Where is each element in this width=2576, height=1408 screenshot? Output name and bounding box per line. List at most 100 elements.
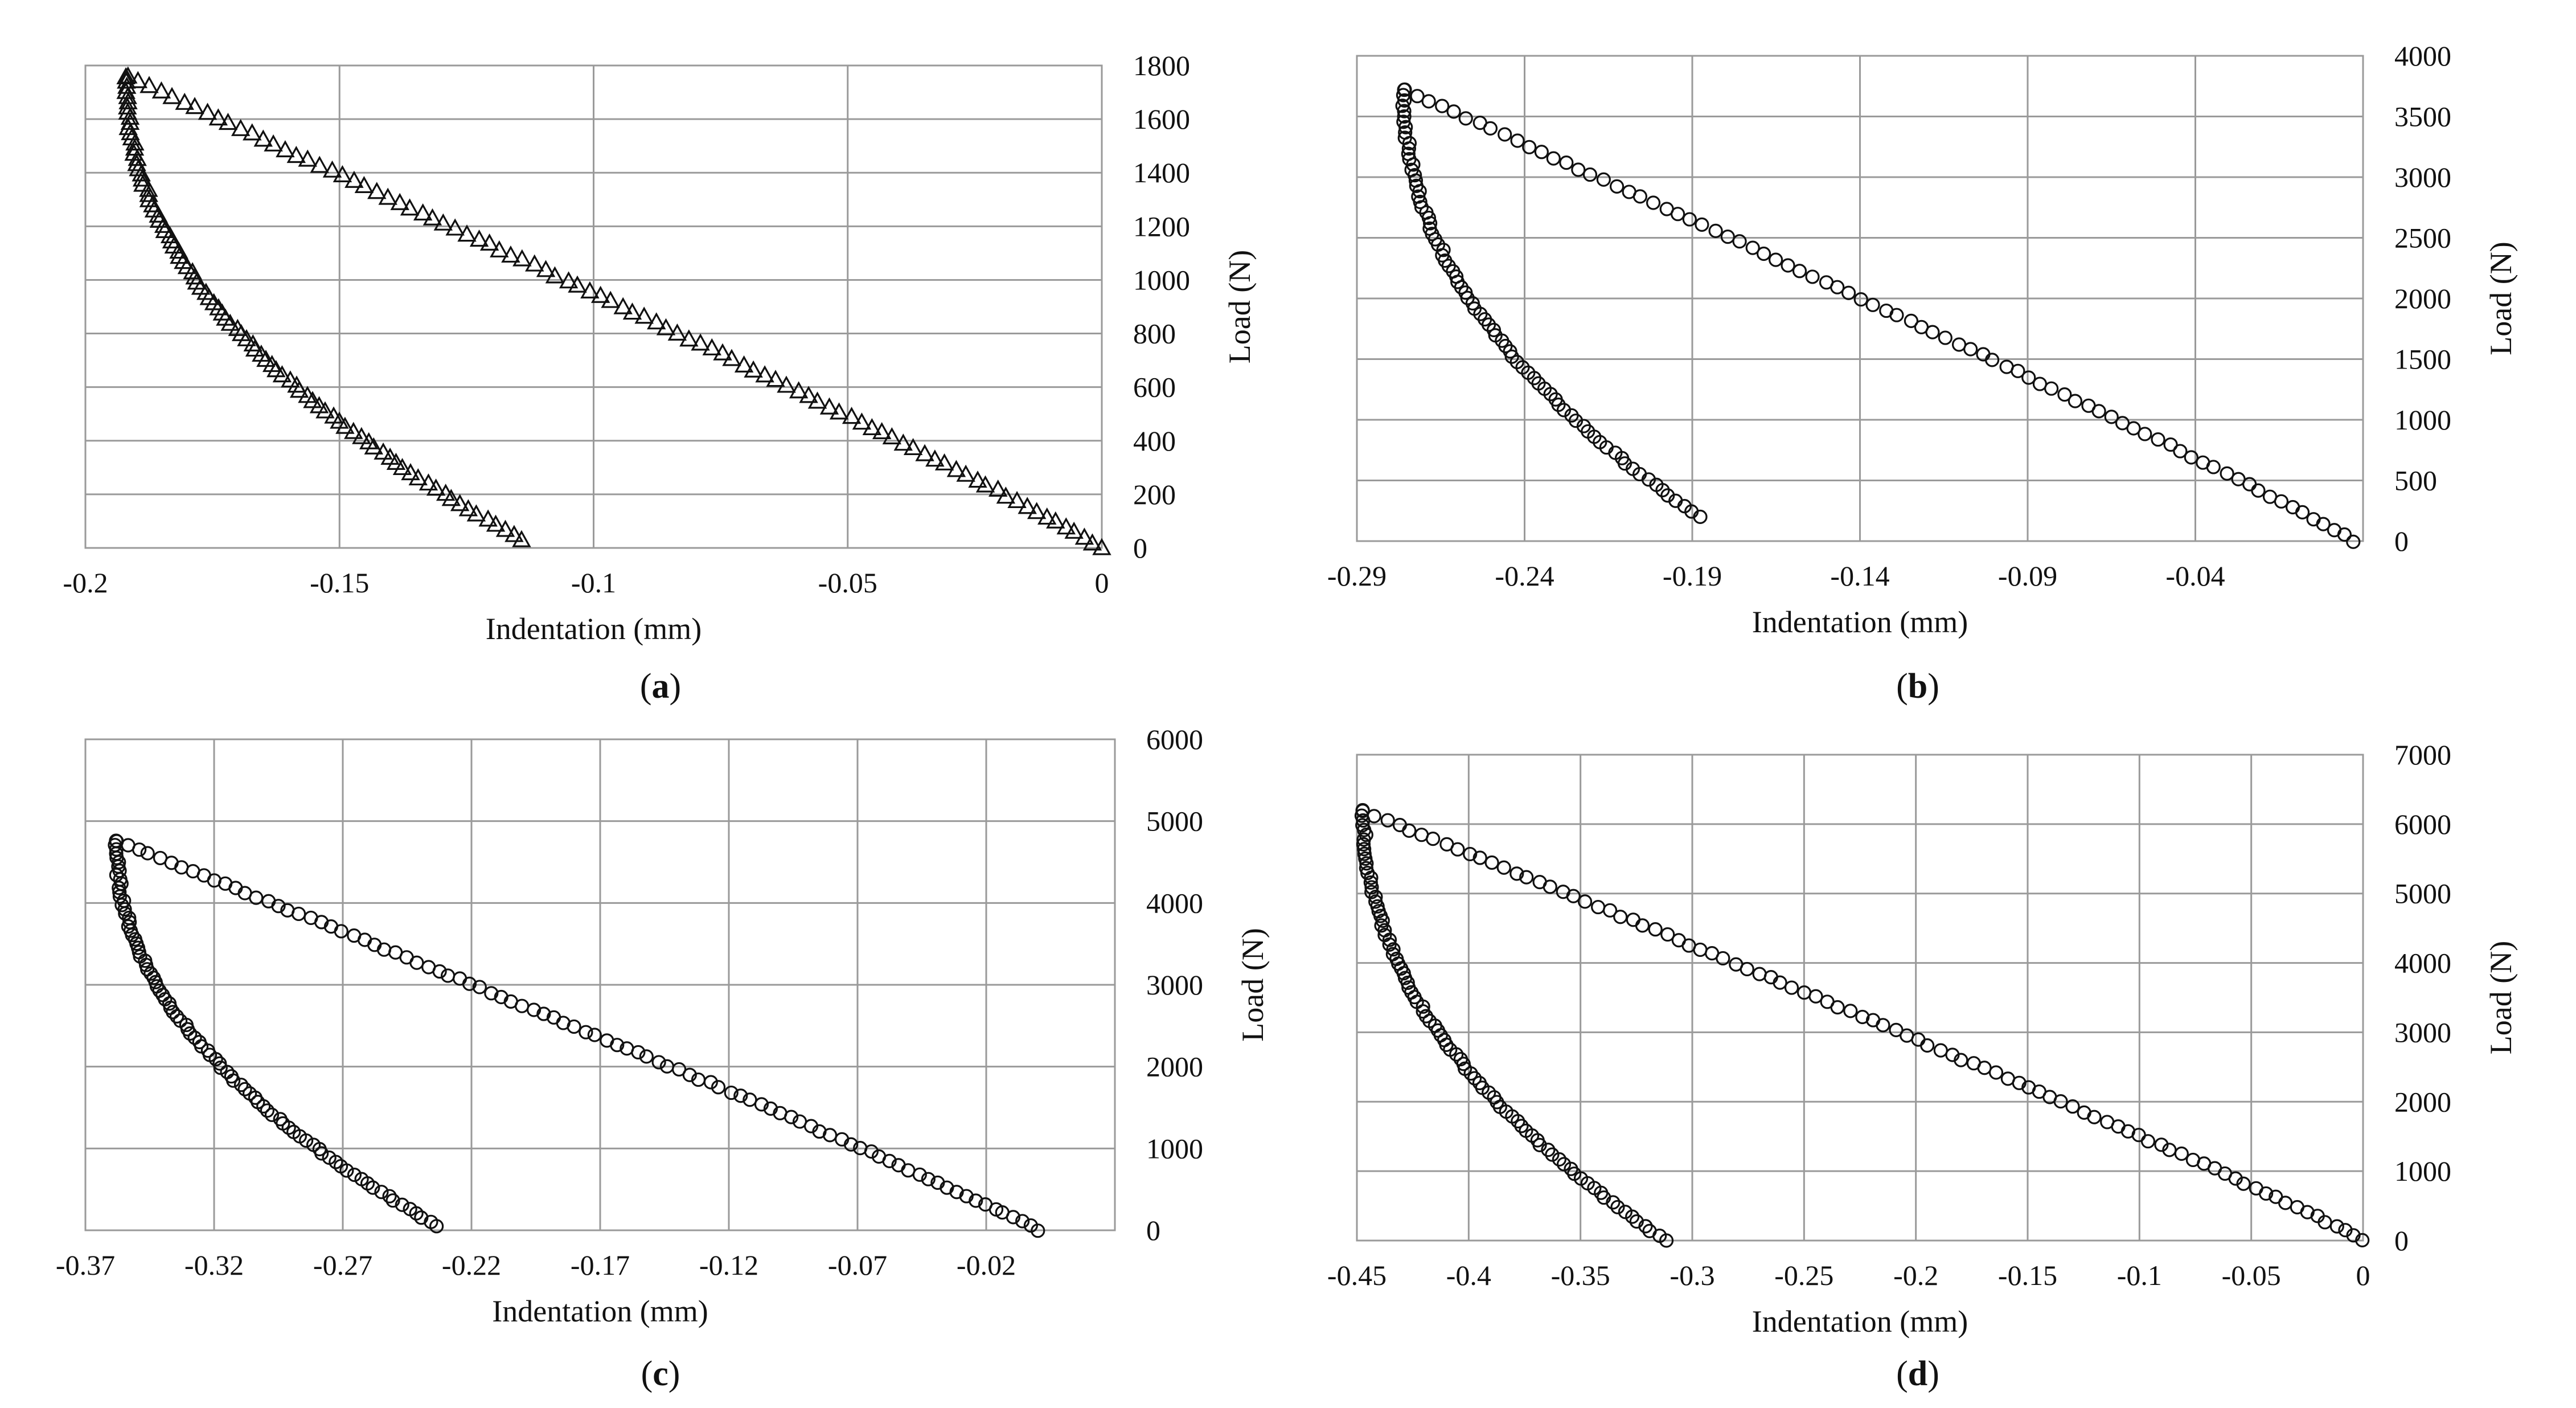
unloading-point	[220, 313, 240, 331]
loading-point	[1402, 823, 1417, 838]
unloading-point	[1356, 837, 1371, 852]
loading-point	[2068, 394, 2082, 408]
loading-point	[2290, 1200, 2304, 1215]
loading-point	[1626, 912, 1640, 927]
loading-point	[1439, 837, 1454, 852]
loading-point	[512, 249, 532, 267]
loading-point	[1855, 1009, 1870, 1025]
loading-point	[724, 1085, 739, 1100]
loading-point	[2306, 512, 2321, 527]
x-tick-label: -0.17	[571, 1249, 630, 1281]
unloading-point	[458, 499, 478, 517]
loading-point	[1414, 828, 1429, 842]
x-tick-label: -0.2	[63, 567, 108, 599]
x-tick-label: -0.05	[2222, 1259, 2281, 1291]
y-tick-label: 1000	[2394, 404, 2451, 436]
unloading-point	[1400, 975, 1415, 990]
loading-point	[559, 271, 579, 289]
loading-point	[1421, 94, 1436, 109]
loading-point	[457, 224, 477, 242]
loading-point	[1635, 918, 1650, 933]
loading-point	[1546, 151, 1561, 166]
loading-point	[1745, 240, 1760, 255]
loading-point	[763, 1101, 778, 1116]
unloading-point	[166, 1005, 181, 1020]
unloading-point	[364, 437, 383, 455]
loading-point	[2115, 416, 2130, 431]
loading-point	[1622, 185, 1636, 199]
unloading-point	[118, 92, 138, 109]
loading-point	[479, 233, 499, 251]
y-tick-label: 2000	[2394, 1086, 2451, 1118]
loading-point	[744, 360, 763, 378]
loading-point	[367, 182, 387, 199]
unloading-point	[237, 329, 256, 346]
loading-point	[1596, 172, 1611, 187]
unloading-point	[504, 525, 524, 542]
loading-point	[2154, 1137, 2169, 1152]
loading-point	[1463, 846, 1478, 862]
loading-point	[766, 370, 785, 387]
unloading-point	[1364, 885, 1379, 899]
loading-point	[722, 349, 741, 366]
loading-point	[1559, 155, 1574, 170]
loading-point	[2174, 1146, 2189, 1161]
unloading-point	[409, 1206, 424, 1221]
loading-point	[789, 381, 809, 399]
loading-point	[2231, 472, 2246, 486]
loading-point	[1582, 167, 1598, 182]
loading-point	[1796, 985, 1812, 1000]
loading-point	[871, 1149, 887, 1164]
y-tick-label: 4000	[1146, 887, 1203, 919]
loading-point	[1889, 1022, 1904, 1037]
x-tick-label: -0.29	[1327, 560, 1387, 592]
x-tick-label: -0.05	[818, 567, 877, 599]
loading-point	[140, 846, 155, 861]
loading-point	[1015, 1214, 1030, 1229]
panel-label: (c)	[641, 1354, 680, 1393]
unloading-point	[374, 1185, 389, 1200]
x-tick-label: 0	[2356, 1259, 2370, 1291]
loading-point	[1484, 855, 1499, 870]
loading-point	[347, 928, 362, 943]
loading-point	[587, 1028, 602, 1042]
loading-point	[647, 312, 666, 330]
loading-point	[2057, 387, 2072, 402]
y-tick-label: 6000	[1146, 723, 1203, 755]
loading-point	[1819, 275, 1834, 290]
loading-point	[1410, 89, 1425, 104]
unloading-point	[1357, 846, 1372, 861]
y-tick-label: 200	[1133, 478, 1176, 510]
unloading-point	[118, 66, 138, 84]
y-tick-label: 2500	[2394, 222, 2451, 254]
y-tick-label: 2000	[2394, 283, 2451, 314]
loading-point	[303, 910, 318, 926]
y-axis-label: Load (N)	[2484, 242, 2518, 355]
unloading-point	[117, 76, 137, 94]
x-tick-label: -0.12	[699, 1249, 758, 1281]
unloading-point	[1401, 141, 1416, 156]
loading-point	[1853, 292, 1868, 307]
loading-point	[1768, 252, 1783, 267]
loading-point	[1781, 258, 1795, 273]
loading-point	[853, 1141, 868, 1156]
unloading-point	[1408, 167, 1422, 183]
loading-point	[921, 1172, 936, 1186]
loading-point	[988, 479, 1008, 497]
unloading-point	[1541, 1143, 1556, 1157]
unloading-point	[149, 205, 168, 223]
unloading-point	[335, 416, 355, 434]
unloading-point	[478, 509, 498, 527]
loading-point	[556, 1016, 571, 1030]
unloading-point	[1357, 842, 1372, 857]
y-tick-label: 3000	[1146, 969, 1203, 1001]
loading-point	[472, 980, 487, 994]
loading-point	[1976, 347, 1991, 362]
unloading-point	[154, 215, 174, 233]
unloading-point	[1382, 932, 1397, 947]
loading-point	[1660, 927, 1675, 942]
loading-point	[1602, 903, 1618, 918]
unloading-point	[395, 1197, 409, 1212]
loading-point	[1591, 899, 1606, 915]
loading-point	[2100, 1115, 2115, 1129]
